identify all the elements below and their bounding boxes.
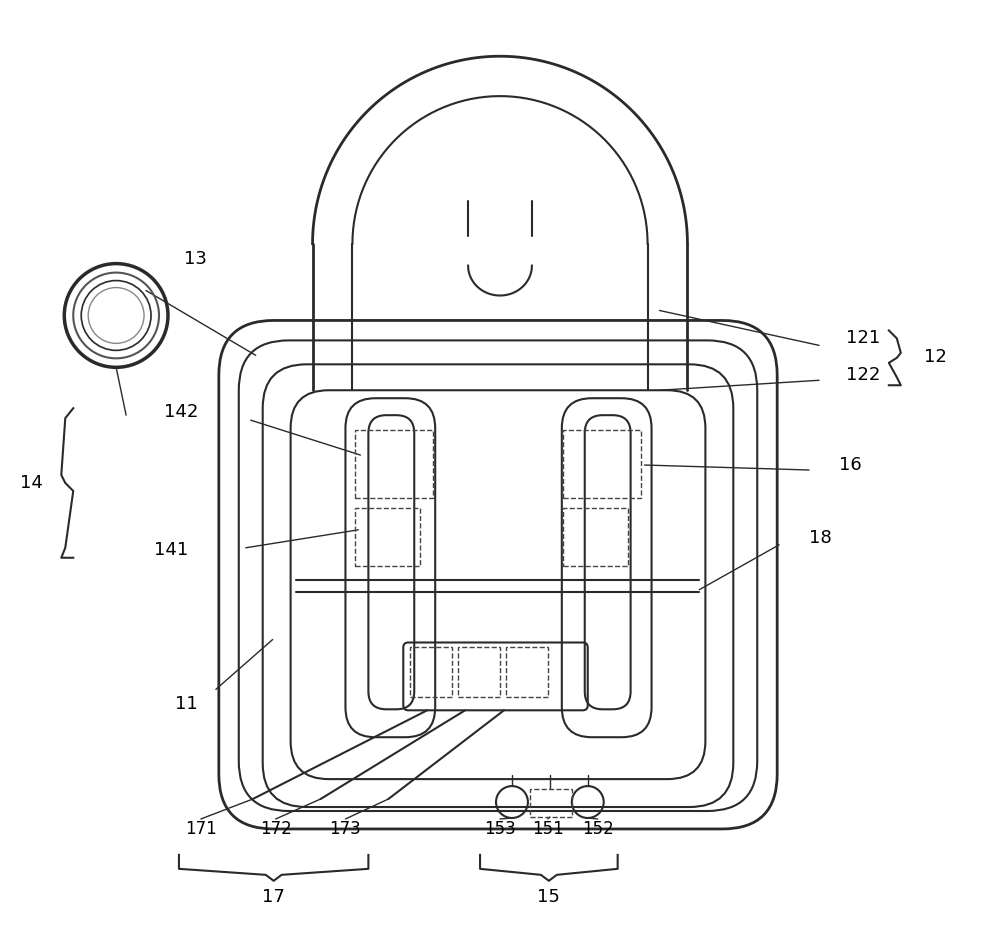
Bar (355, 430, 433, 498)
Bar (355, 508, 420, 565)
Text: 141: 141 (154, 541, 188, 559)
Bar (563, 430, 641, 498)
Bar (563, 508, 628, 565)
Text: 171: 171 (185, 820, 217, 838)
Text: 14: 14 (20, 474, 43, 492)
Text: 12: 12 (924, 348, 947, 366)
Text: 152: 152 (582, 820, 614, 838)
Bar (506, 648, 548, 697)
Text: 173: 173 (330, 820, 361, 838)
Text: 121: 121 (846, 330, 880, 348)
Text: 122: 122 (846, 366, 880, 384)
Text: 18: 18 (809, 528, 832, 546)
Text: 11: 11 (175, 695, 197, 713)
Text: 15: 15 (537, 887, 560, 905)
Text: 13: 13 (184, 250, 207, 268)
Text: 151: 151 (532, 820, 564, 838)
Text: 16: 16 (839, 456, 862, 474)
Bar (458, 648, 500, 697)
Text: 142: 142 (164, 403, 198, 421)
Bar (410, 648, 452, 697)
Text: 153: 153 (484, 820, 516, 838)
Text: 17: 17 (262, 887, 285, 905)
Bar (530, 789, 572, 817)
Text: 172: 172 (260, 820, 292, 838)
